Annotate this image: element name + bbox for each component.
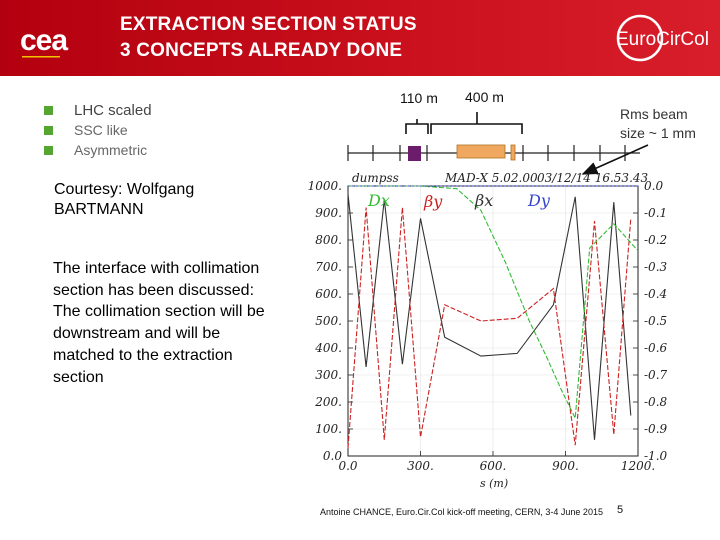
bullet-square-icon: [44, 125, 53, 135]
y-tick-label-left: 400.: [314, 341, 342, 355]
y-tick-label-left: 1000.: [308, 179, 342, 193]
header-bar: cea EXTRACTION SECTION STATUS 3 CONCEPTS…: [0, 0, 720, 76]
y-tick-label-right: -0.9: [644, 422, 668, 436]
list-item: SSC like: [44, 120, 152, 140]
label-400m: 400 m: [465, 89, 504, 105]
x-tick-label: 1200.: [621, 459, 655, 473]
series-line-βx: [347, 194, 632, 440]
list-item: LHC scaled: [44, 100, 152, 120]
x-tick-label: 300.: [407, 459, 434, 473]
y-tick-label-left: 900.: [315, 206, 342, 220]
y-tick-label-right: 0.0: [644, 179, 663, 193]
series-line-Dx: [348, 185, 639, 421]
x-tick-label: 900.: [552, 459, 579, 473]
y-tick-label-left: 100.: [315, 422, 342, 436]
x-tick-label: 600.: [480, 459, 507, 473]
plot-grid: [348, 186, 638, 456]
bracket-400m: [430, 123, 523, 134]
x-tick-label: 0.0: [338, 459, 357, 473]
bullet-square-icon: [44, 145, 53, 155]
absorber-element: [510, 144, 516, 161]
plot-header-center: MAD-X 5.02.00: [444, 171, 538, 185]
bullet-text: Asymmetric: [74, 142, 148, 158]
bullet-text: LHC scaled: [74, 101, 152, 119]
label-110m: 110 m: [400, 90, 438, 106]
cea-logo: cea: [20, 24, 69, 58]
list-item: Asymmetric: [44, 140, 152, 160]
y-tick-label-right: -0.1: [644, 206, 667, 220]
y-tick-label-left: 600.: [315, 287, 342, 301]
title-line-1: EXTRACTION SECTION STATUS: [120, 14, 417, 35]
y-tick-label-right: -0.3: [644, 260, 668, 274]
y-tick-label-right: -0.6: [644, 341, 668, 355]
svg-text:EuroCirCol: EuroCirCol: [616, 29, 709, 50]
y-tick-label-right: -0.2: [644, 233, 667, 247]
bullet-text: SSC like: [74, 122, 128, 138]
y-tick-label-right: -0.8: [644, 395, 668, 409]
rms-beam-size-note: Rms beam size ~ 1 mm: [620, 106, 696, 141]
y-tick-label-left: 700.: [315, 260, 342, 274]
septum-element: [456, 144, 506, 159]
y-tick-label-right: -0.7: [644, 368, 668, 382]
courtesy-text: Courtesy: Wolfgang BARTMANN: [54, 181, 195, 218]
y-tick-label-left: 500.: [315, 314, 342, 328]
y-tick-label-left: 0.0: [323, 449, 342, 463]
plot-header-left: dumpss: [352, 171, 399, 185]
y-tick-label-right: -1.0: [644, 449, 668, 463]
series-line-βy: [347, 207, 632, 448]
legend-dx: Dx: [367, 191, 390, 210]
x-axis-label: s (m): [480, 477, 508, 490]
title-line-2: 3 CONCEPTS ALREADY DONE: [120, 40, 403, 61]
plot-header-right: 03/12/14 16.53.43: [537, 171, 649, 185]
y-tick-label-left: 200.: [314, 395, 342, 409]
kicker-element: [408, 146, 421, 161]
plot-series: [347, 185, 639, 448]
y-tick-label-right: -0.5: [644, 314, 667, 328]
legend-by: βy: [423, 192, 443, 211]
y-tick-label-left: 800.: [315, 233, 342, 247]
footer-text: Antoine CHANCE, Euro.Cir.Col kick-off me…: [320, 507, 603, 517]
page-number: 5: [617, 504, 624, 516]
y-tick-label-right: -0.4: [644, 287, 667, 301]
bracket-110m: [405, 123, 429, 134]
lattice-schematic: [347, 112, 649, 175]
legend-dy: Dy: [527, 191, 551, 210]
svg-text:cea: cea: [20, 24, 68, 57]
y-tick-label-left: 300.: [315, 368, 342, 382]
bullet-square-icon: [44, 105, 53, 115]
legend-bx: βx: [474, 191, 493, 210]
rms-arrow: [581, 144, 649, 175]
concept-list: LHC scaled SSC like Asymmetric: [44, 100, 152, 160]
plot-ticks: 1000. 900. 800. 700. 600. 500. 400. 300. 200. 100…: [308, 179, 668, 473]
eurocircol-logo: EuroCirCol: [616, 14, 709, 62]
interface-text: The interface with collimation section h…: [53, 260, 265, 386]
